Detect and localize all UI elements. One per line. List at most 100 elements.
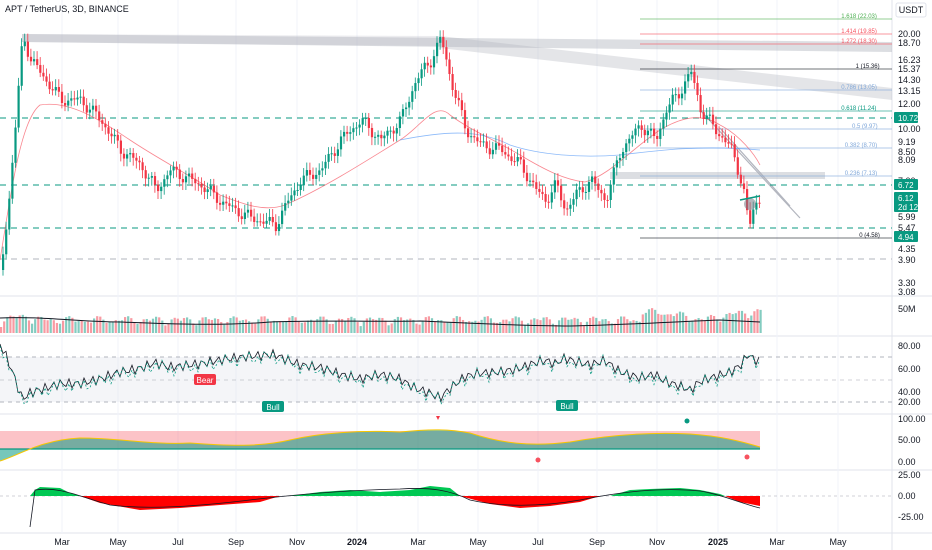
candle-body (8, 198, 11, 230)
volume-bars (0, 308, 762, 333)
candle-body (606, 199, 609, 201)
volume-bar (83, 321, 86, 333)
candle-body (386, 130, 389, 136)
volume-bar (303, 322, 306, 333)
volume-bar (145, 318, 148, 333)
candle-body (507, 154, 510, 157)
candle-body (268, 216, 271, 221)
candle-body (560, 185, 563, 201)
candle-body (153, 176, 157, 185)
price-axis-label: 3.30 (898, 278, 916, 288)
volume-bar (238, 320, 241, 333)
volume-bar (530, 319, 533, 333)
volume-bar (592, 316, 595, 333)
volume-bar (703, 320, 706, 333)
candle-body (73, 98, 76, 100)
volume-bar (725, 314, 728, 333)
candle-body (436, 42, 439, 57)
currency-label: USDT (899, 5, 924, 15)
volume-bar (111, 321, 114, 333)
candle-body (51, 89, 54, 91)
candle-body (138, 160, 141, 163)
candle-body (473, 136, 476, 138)
candle-body (327, 153, 330, 162)
time-axis-label: Jul (532, 537, 544, 547)
candle-body (215, 192, 219, 203)
volume-bar (585, 321, 589, 333)
candle-body (343, 131, 346, 137)
volume-bar (545, 317, 548, 333)
volume-bar (117, 320, 120, 333)
candle-body (147, 177, 150, 179)
candle-body (119, 140, 122, 154)
volume-bar (319, 316, 322, 333)
candle-body (197, 183, 200, 185)
current-price-marker[interactable] (739, 195, 761, 210)
volume-bar (756, 309, 759, 333)
time-axis-label: May (469, 537, 487, 547)
currency-button[interactable]: USDT (895, 2, 927, 18)
candle-body (690, 71, 693, 75)
candle-body (237, 208, 240, 217)
rsi-axis-label: 80.00 (898, 341, 921, 351)
volume-bar (316, 319, 319, 333)
candle-body (110, 133, 113, 137)
volume-bar (31, 323, 34, 333)
price-axis-label: 8.50 (898, 147, 916, 157)
volume-bar (359, 326, 362, 333)
candle-body (17, 85, 20, 128)
candle-body (597, 183, 600, 190)
volume-bar (728, 312, 731, 333)
volume-bar (334, 320, 337, 333)
volume-bar (86, 321, 89, 333)
candle-body (48, 81, 51, 90)
volume-bar (102, 319, 105, 333)
candle-body (426, 62, 429, 66)
candle-body (200, 183, 203, 188)
candle-body (454, 89, 457, 98)
volume-bar (558, 320, 561, 333)
candle-body (364, 117, 367, 119)
volume-bar (449, 322, 452, 333)
macd-axis-label: -25.00 (898, 512, 924, 522)
fib-label: 0.236 (7.13) (845, 171, 877, 177)
volume-bar (406, 319, 409, 333)
candle-body (491, 149, 494, 155)
volume-bar (186, 317, 189, 333)
candle-body (212, 185, 215, 193)
volume-bar (62, 320, 65, 333)
candle-body (612, 167, 615, 185)
candle-body (628, 138, 631, 144)
candle-body (550, 192, 553, 203)
volume-bar (713, 316, 716, 333)
price-candles (2, 30, 761, 276)
volume-bar (536, 319, 539, 333)
candle-body (194, 178, 197, 184)
candle-body (659, 128, 662, 139)
time-axis[interactable]: Mar May Jul Sep Nov 2024 Mar May Jul Sep Nov 2025 Ma… (54, 537, 847, 547)
candle-body (569, 204, 572, 209)
candle-body (432, 56, 436, 68)
candle-body (234, 205, 237, 209)
volume-bar (446, 322, 449, 333)
candle-body (191, 173, 194, 179)
volume-bar (483, 316, 486, 333)
volume-bar (461, 319, 465, 333)
volume-bar (170, 319, 173, 333)
volume-bar (306, 320, 310, 333)
volume-bar (601, 319, 604, 333)
volume-bar (176, 318, 179, 333)
volume-bar (564, 317, 567, 333)
candle-body (429, 65, 432, 68)
candle-body (36, 59, 39, 66)
volume-bar (136, 323, 139, 333)
volume-bar (505, 319, 508, 333)
candle-body (631, 135, 634, 139)
candle-body (392, 130, 395, 134)
candle-body (519, 157, 522, 160)
volume-bar (179, 320, 182, 333)
candle-body (203, 187, 206, 193)
volume-bar (660, 314, 663, 333)
